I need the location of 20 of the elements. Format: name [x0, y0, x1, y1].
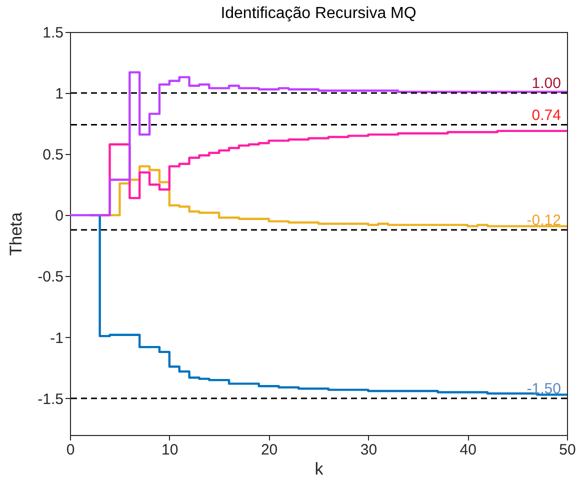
chart-title: Identificação Recursiva MQ	[220, 5, 416, 22]
y-tick-label: -1.5	[38, 390, 64, 408]
y-axis-title: Theta	[6, 212, 26, 256]
x-tick-label: 20	[260, 442, 278, 458]
x-tick-label: 40	[460, 442, 476, 458]
y-tick-label: -0.5	[38, 268, 64, 286]
y-tick-label: 1.5	[42, 24, 64, 42]
x-axis-title: k	[314, 460, 324, 478]
x-tick-label: 50	[559, 442, 576, 458]
y-tick-label: 1	[55, 86, 64, 103]
ref-line-label: -0.12	[526, 212, 561, 229]
ref-line-label: -1.50	[526, 380, 561, 398]
x-tick-label: 10	[162, 442, 178, 458]
ref-line-label: 1.00	[532, 75, 561, 92]
x-tick-label: 0	[66, 442, 75, 458]
ref-line-label: 0.74	[532, 106, 561, 124]
x-tick-label: 30	[360, 442, 378, 458]
y-tick-label: -1	[50, 330, 64, 347]
y-tick-label: 0.5	[42, 146, 64, 164]
y-tick-label: 0	[55, 208, 64, 225]
